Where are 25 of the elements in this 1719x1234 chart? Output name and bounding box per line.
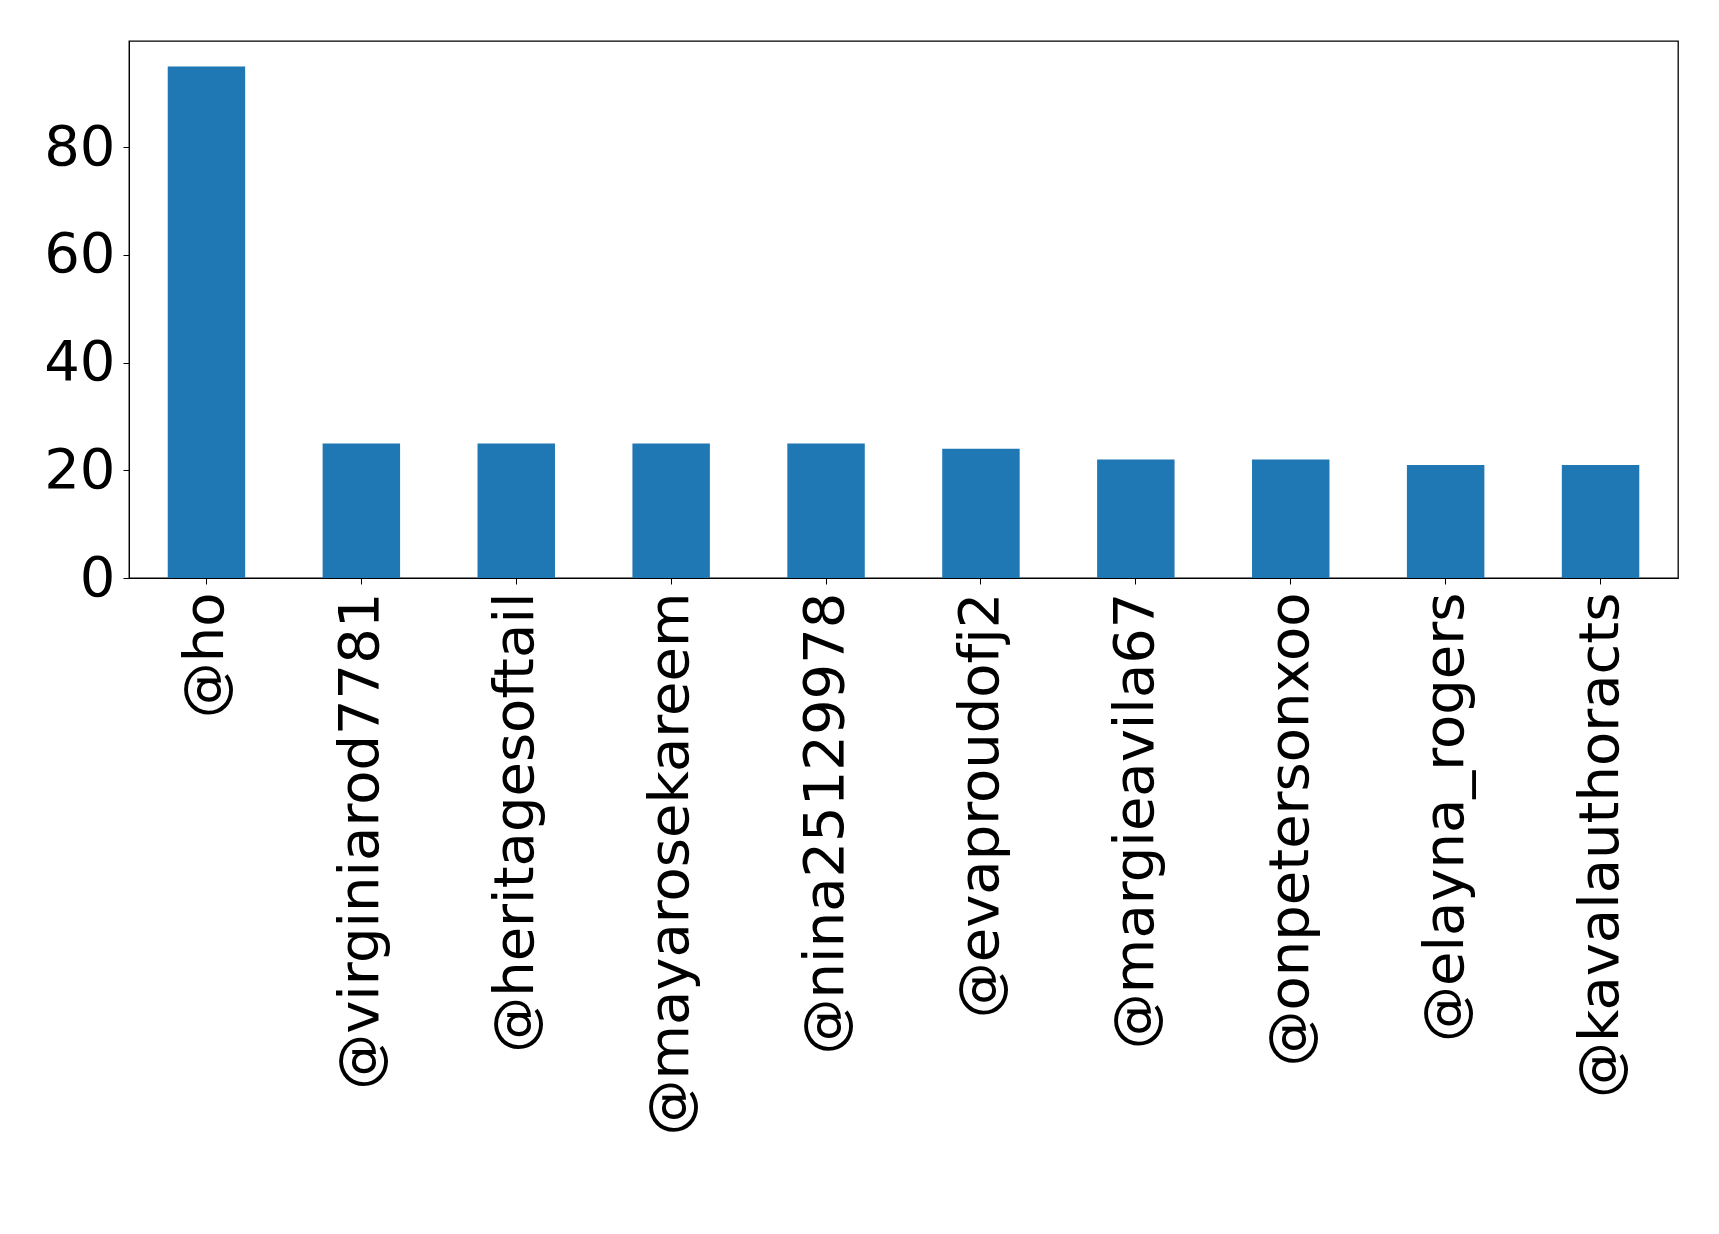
bar [942,448,1020,578]
x-tick-label: @evaproudofj2 [945,592,1011,1019]
bar [632,443,710,578]
bar [1561,464,1640,578]
bar [167,66,246,578]
x-tick-label: @ho [171,592,237,719]
y-tick-label: 80 [44,112,116,178]
x-tick-label: @mayarosekareem [636,592,702,1136]
x-tick-label: @margieavila67 [1100,592,1166,1050]
bar [787,443,865,578]
bar [477,443,555,578]
bar [1252,459,1330,578]
y-tick-label: 20 [44,435,116,501]
y-tick-label: 0 [79,543,116,609]
x-tick-label: @elayna_rogers [1410,592,1476,1043]
x-tick-label: @onpetersonxoo [1255,592,1321,1067]
y-tick-label: 60 [44,220,116,286]
bar [322,443,401,578]
x-tick-label: @virginiarod7781 [326,592,392,1090]
x-tick-label: @heritagesoftail [481,592,547,1053]
bar [1406,464,1485,578]
x-tick-label: @kavalauthoracts [1565,592,1631,1099]
bar [1097,459,1175,578]
y-tick-label: 40 [44,328,116,394]
x-tick-label: @nina25129978 [791,592,857,1055]
